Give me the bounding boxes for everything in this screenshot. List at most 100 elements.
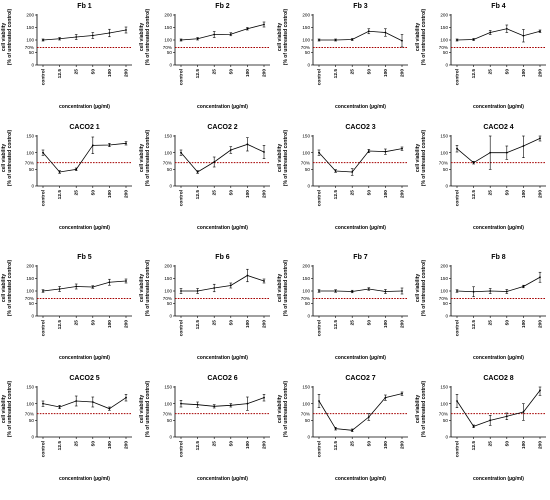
- chart-svg: 0 50 100 150 200 70% control 12.5 25 50 100 200: [25, 13, 132, 85]
- chart-title: CACO2 5: [69, 375, 100, 382]
- series-line: [42, 29, 127, 41]
- data-point: [42, 290, 44, 292]
- x-tick-label: 200: [538, 69, 544, 77]
- x-tick-label: 100: [107, 69, 113, 77]
- y-tick-label: 200: [26, 13, 34, 18]
- y-tick-label: 0: [169, 435, 172, 440]
- x-tick-label: 200: [400, 441, 406, 449]
- x-tick-label: 50: [504, 69, 510, 75]
- y-tick-label: 0: [445, 314, 448, 319]
- reference-label: 70%: [163, 45, 172, 50]
- data-point: [351, 171, 354, 173]
- chart-panel: Fb 2 cell viability (% of untreated contro…: [139, 3, 275, 123]
- data-point: [505, 415, 508, 418]
- y-tick-label: 0: [445, 63, 448, 68]
- y-tick-label: 100: [26, 38, 34, 43]
- y-tick-label: 150: [26, 385, 34, 390]
- x-axis-label: concentration (µg/ml): [335, 355, 386, 361]
- chart-svg: 0 50 100 150 70% control 12.5 25 50 100 200: [163, 134, 270, 206]
- x-tick-label: control: [179, 320, 185, 336]
- y-tick-label: 150: [164, 385, 172, 390]
- data-point: [58, 406, 61, 408]
- chart-panel: CACO2 4 cell viability (% of untreated con…: [415, 124, 550, 244]
- x-tick-label: 25: [488, 69, 494, 75]
- series-line: [181, 275, 265, 292]
- y-tick-label: 50: [305, 301, 311, 306]
- data-point: [489, 419, 492, 422]
- x-tick-label: 50: [366, 190, 372, 196]
- chart-svg: 0 50 100 150 200 70% control 12.5 25 50 100 200: [439, 264, 546, 336]
- x-tick-label: 200: [400, 190, 406, 198]
- x-tick-label: 50: [228, 190, 234, 196]
- data-point: [108, 144, 111, 146]
- y-tick-label: 100: [164, 38, 172, 43]
- data-point: [334, 290, 337, 292]
- data-point: [229, 284, 232, 287]
- data-point: [125, 396, 127, 399]
- x-axis-label: concentration (µg/ml): [59, 225, 110, 231]
- x-tick-label: 50: [90, 190, 96, 196]
- data-point: [125, 280, 127, 282]
- x-tick-label: control: [317, 441, 323, 457]
- x-tick-label: 25: [212, 190, 218, 196]
- series-line: [456, 137, 541, 164]
- chart-svg: 0 50 100 150 200 70% control 12.5 25 50 100 200: [25, 264, 132, 336]
- y-tick-label: 50: [167, 167, 173, 172]
- chart-title: CACO2 4: [483, 124, 514, 131]
- data-point: [489, 151, 492, 154]
- data-point: [334, 39, 337, 41]
- y-tick-label: 100: [164, 289, 172, 294]
- series-line: [456, 28, 541, 41]
- series-line: [318, 393, 403, 431]
- data-point: [196, 171, 199, 173]
- x-tick-label: 12.5: [471, 441, 477, 451]
- data-point: [263, 151, 265, 153]
- chart-title: Fb 1: [77, 3, 92, 10]
- data-point: [108, 281, 111, 284]
- x-tick-label: 50: [228, 320, 234, 326]
- y-tick-label: 50: [305, 167, 311, 172]
- y-tick-label: 50: [305, 418, 311, 423]
- y-tick-label: 50: [167, 50, 173, 55]
- chart-panel: Fb 6 cell viability (% of untreated contro…: [139, 254, 275, 374]
- y-tick-label: 150: [26, 276, 34, 281]
- x-tick-label: 25: [74, 190, 80, 196]
- x-tick-label: 50: [228, 69, 234, 75]
- x-axis-label: concentration (µg/ml): [197, 476, 248, 482]
- data-point: [539, 389, 541, 392]
- data-point: [263, 280, 265, 282]
- reference-label: 70%: [439, 160, 448, 165]
- chart-panel: CACO2 5 cell viability (% of untreated con…: [1, 375, 137, 495]
- x-tick-label: control: [317, 69, 323, 85]
- x-tick-label: 25: [74, 441, 80, 447]
- y-tick-label: 0: [169, 314, 172, 319]
- y-tick-label: 100: [164, 150, 172, 155]
- y-tick-label: 100: [440, 401, 448, 406]
- reference-label: 70%: [301, 45, 310, 50]
- chart-svg: 0 50 100 150 70% control 12.5 25 50 100 200: [439, 385, 546, 457]
- y-tick-label: 200: [302, 264, 310, 269]
- x-tick-label: control: [317, 190, 323, 206]
- x-tick-label: 50: [366, 69, 372, 75]
- data-point: [472, 161, 475, 164]
- data-point: [180, 39, 182, 41]
- data-point: [75, 36, 78, 38]
- data-point: [539, 30, 541, 33]
- data-point: [42, 151, 44, 154]
- y-tick-label: 50: [443, 301, 449, 306]
- chart-panel: CACO2 8 cell viability (% of untreated con…: [415, 375, 550, 495]
- chart-panel: Fb 8 cell viability (% of untreated contro…: [415, 254, 550, 374]
- chart-panel: Fb 3 cell viability (% of untreated contro…: [277, 3, 413, 123]
- data-point: [75, 168, 78, 171]
- x-axis-label: concentration (µg/ml): [197, 104, 248, 110]
- data-point: [522, 145, 525, 147]
- x-tick-label: 100: [107, 190, 113, 198]
- x-tick-label: 12.5: [333, 441, 339, 451]
- data-point: [489, 290, 492, 292]
- reference-label: 70%: [439, 45, 448, 50]
- data-point: [91, 401, 94, 403]
- y-tick-label: 0: [169, 184, 172, 189]
- data-point: [456, 147, 458, 150]
- x-tick-label: 12.5: [57, 441, 63, 451]
- y-tick-label: 0: [31, 435, 34, 440]
